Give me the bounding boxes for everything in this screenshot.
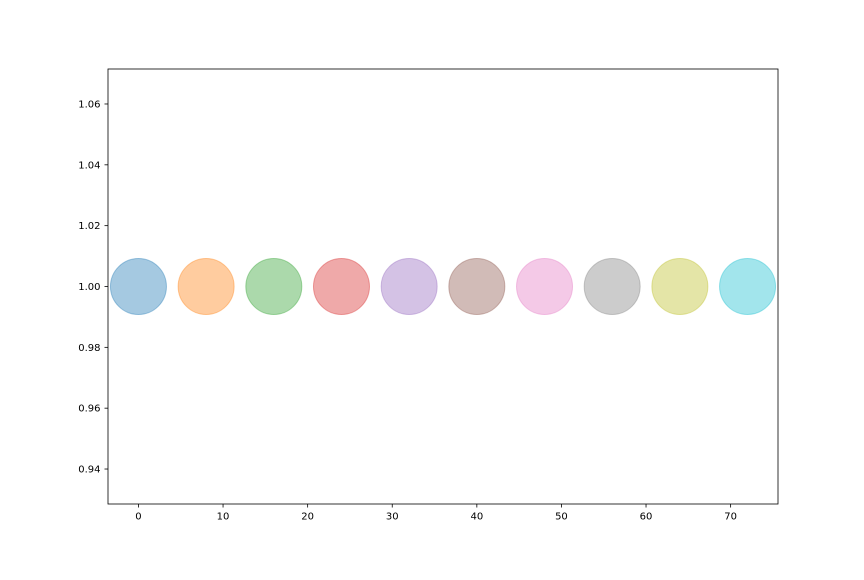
x-tick-label-6: 60 (640, 512, 653, 523)
y-tick-label-3: 1.00 (78, 282, 100, 293)
x-tick-label-0: 0 (135, 512, 141, 523)
x-tick-label-3: 30 (386, 512, 399, 523)
x-axis: 0 10 20 30 40 50 60 70 (135, 504, 737, 523)
scatter-point-4 (380, 258, 438, 315)
x-tick-label-2: 20 (301, 512, 314, 523)
scatter-point-0 (109, 258, 167, 315)
y-tick-label-0: 0.94 (78, 465, 100, 476)
y-axis: 0.94 0.96 0.98 1.00 1.02 1.04 1.06 (78, 99, 108, 476)
y-tick-label-1: 0.96 (78, 404, 100, 415)
x-tick-label-5: 50 (555, 512, 568, 523)
scatter-point-3 (312, 258, 370, 315)
x-tick-label-4: 40 (470, 512, 483, 523)
scatter-point-6 (516, 258, 574, 315)
x-tick-label-7: 70 (724, 512, 737, 523)
markers-layer (109, 258, 777, 315)
scatter-point-1 (177, 258, 235, 315)
scatter-point-5 (448, 258, 506, 315)
scatter-point-9 (719, 258, 777, 315)
scatter-point-7 (583, 258, 641, 315)
y-tick-label-5: 1.04 (78, 160, 100, 171)
y-tick-label-2: 0.98 (78, 343, 100, 354)
x-tick-label-1: 10 (217, 512, 230, 523)
y-tick-label-4: 1.02 (78, 221, 100, 232)
y-tick-label-6: 1.06 (78, 99, 100, 110)
scatter-point-2 (245, 258, 303, 315)
scatter-point-8 (651, 258, 709, 315)
